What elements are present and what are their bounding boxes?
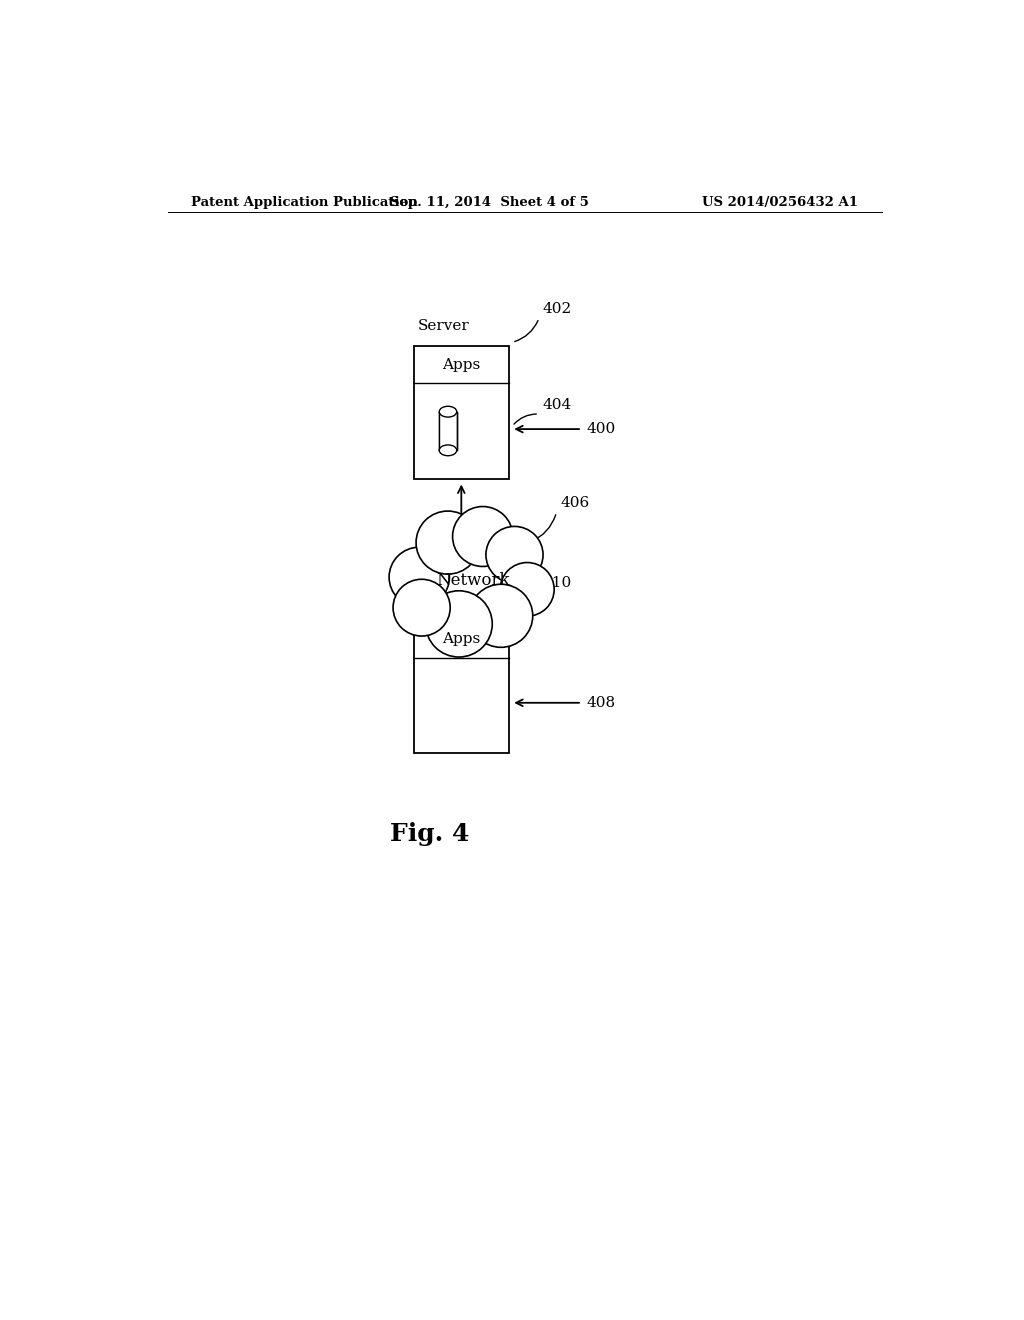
Text: Device: Device: [418, 594, 470, 607]
Ellipse shape: [439, 445, 457, 455]
Text: 400: 400: [587, 422, 616, 436]
Ellipse shape: [500, 562, 554, 616]
Text: Sep. 11, 2014  Sheet 4 of 5: Sep. 11, 2014 Sheet 4 of 5: [390, 195, 589, 209]
Ellipse shape: [389, 548, 450, 607]
Bar: [414, 346, 509, 479]
Bar: [414, 620, 509, 752]
Ellipse shape: [453, 507, 513, 566]
Ellipse shape: [486, 527, 543, 583]
Bar: [439, 412, 457, 450]
Text: 404: 404: [543, 399, 571, 412]
Text: Fig. 4: Fig. 4: [390, 822, 469, 846]
Text: 410: 410: [543, 577, 571, 590]
Text: 408: 408: [587, 696, 615, 710]
Ellipse shape: [416, 511, 479, 574]
Text: Apps: Apps: [442, 632, 480, 647]
Ellipse shape: [393, 579, 451, 636]
Bar: [440, 413, 456, 449]
Ellipse shape: [408, 532, 539, 628]
Text: Apps: Apps: [442, 358, 480, 372]
Ellipse shape: [469, 585, 532, 647]
Text: US 2014/0256432 A1: US 2014/0256432 A1: [702, 195, 858, 209]
Text: 406: 406: [560, 496, 590, 510]
Ellipse shape: [439, 407, 457, 417]
Text: 402: 402: [543, 302, 571, 315]
Text: Server: Server: [418, 319, 469, 333]
Ellipse shape: [426, 591, 493, 657]
Text: Patent Application Publication: Patent Application Publication: [191, 195, 418, 209]
Text: Network: Network: [436, 572, 510, 589]
